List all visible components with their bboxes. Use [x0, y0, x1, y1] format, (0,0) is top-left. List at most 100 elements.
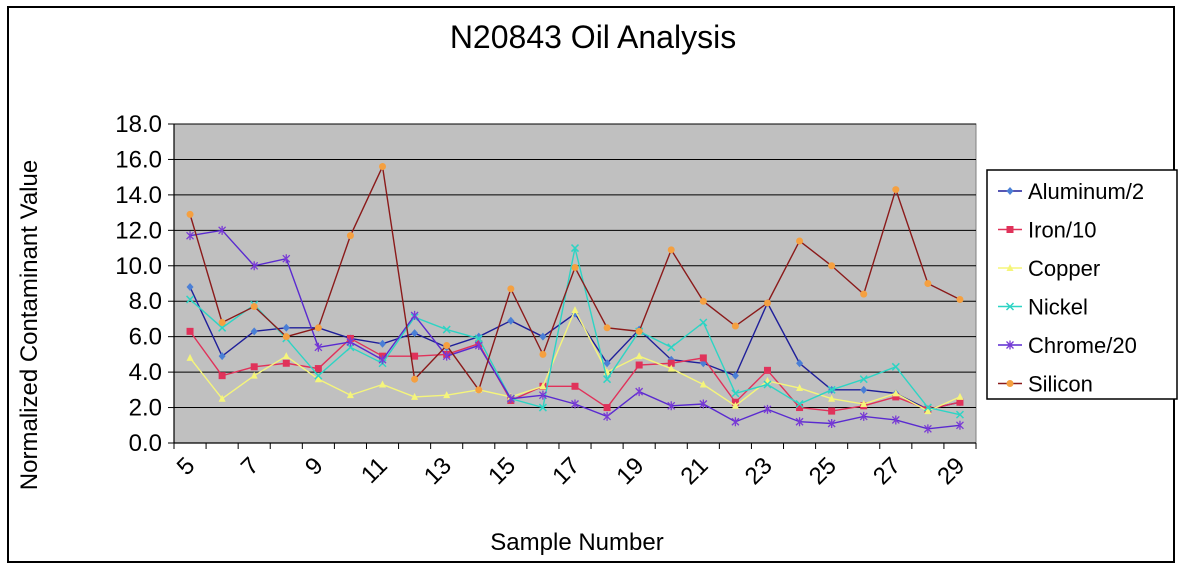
data-point: [411, 375, 419, 383]
legend-label: Chrome/20: [1028, 333, 1137, 358]
series-silicon: [186, 163, 964, 394]
data-point: [892, 393, 900, 401]
legend-marker: [1006, 226, 1014, 233]
data-point: [538, 403, 547, 412]
x-tick-label: 17: [547, 452, 585, 490]
data-point: [475, 386, 483, 394]
y-tick-label: 10.0: [115, 253, 162, 280]
legend-label: Nickel: [1028, 295, 1088, 320]
data-point: [250, 363, 258, 371]
data-point: [924, 407, 932, 415]
data-point: [346, 391, 354, 399]
x-tick-label: 5: [172, 452, 201, 481]
data-point: [796, 384, 804, 392]
data-point: [314, 365, 322, 373]
x-tick-label: 23: [740, 452, 778, 490]
data-point: [860, 400, 868, 408]
data-point: [667, 343, 676, 352]
data-point: [603, 404, 611, 412]
data-point: [411, 352, 419, 360]
data-point: [731, 417, 740, 427]
x-tick-label: 15: [483, 452, 521, 490]
data-point: [570, 244, 580, 253]
data-point: [474, 334, 483, 343]
data-point: [699, 354, 707, 362]
legend-label: Aluminum/2: [1028, 179, 1144, 204]
data-point: [699, 297, 707, 305]
data-point: [379, 380, 387, 388]
data-point: [314, 375, 322, 383]
data-point: [410, 310, 419, 320]
chart-title: N20843 Oil Analysis: [450, 19, 736, 55]
y-tick-label: 12.0: [115, 217, 162, 244]
x-tick-label: 11: [356, 452, 393, 489]
data-point: [827, 419, 836, 429]
legend-marker: [1006, 264, 1014, 271]
data-point: [635, 327, 643, 335]
y-tick-label: 0.0: [129, 430, 162, 457]
legend-label: Iron/10: [1028, 218, 1097, 243]
data-point: [571, 264, 579, 272]
x-tick-label: 13: [419, 452, 457, 490]
data-point: [314, 371, 323, 380]
data-point: [956, 420, 964, 430]
data-point: [667, 364, 675, 372]
data-point: [763, 366, 771, 374]
legend-item: Aluminum/2: [998, 179, 1144, 204]
data-point: [411, 392, 419, 400]
data-point: [603, 411, 612, 421]
series-chrome-20: [186, 225, 964, 434]
data-point: [507, 316, 515, 325]
data-point: [411, 329, 419, 338]
data-point: [635, 361, 643, 369]
data-point: [923, 424, 932, 434]
data-point: [859, 375, 868, 384]
legend-item: Iron/10: [998, 218, 1097, 243]
data-point: [539, 382, 547, 390]
data-point: [186, 210, 194, 218]
data-point: [186, 327, 194, 335]
data-point: [250, 327, 258, 336]
data-point: [442, 325, 451, 334]
x-axis: 5 7 9 11 13 15 17 19 21 23 25 27 29: [172, 442, 977, 490]
data-point: [379, 339, 387, 348]
data-point: [379, 163, 387, 171]
data-point: [218, 318, 226, 326]
legend-item: Copper: [998, 256, 1100, 281]
data-point: [443, 342, 451, 350]
data-point: [731, 401, 739, 409]
data-point: [923, 403, 932, 412]
data-point: [635, 352, 643, 360]
data-point: [795, 417, 804, 427]
y-tick-label: 14.0: [115, 182, 162, 209]
data-point: [796, 359, 804, 368]
data-point: [955, 410, 964, 419]
x-tick-label: 27: [868, 452, 906, 490]
data-point: [507, 285, 515, 293]
data-point: [860, 385, 868, 394]
legend-marker: [1006, 187, 1014, 195]
legend-marker: [1005, 302, 1015, 311]
y-tick-label: 18.0: [115, 111, 162, 138]
data-point: [186, 283, 194, 292]
data-point: [506, 394, 515, 404]
y-tick-label: 6.0: [129, 324, 162, 351]
data-point: [891, 415, 900, 425]
data-point: [796, 237, 804, 245]
series-group: [186, 163, 964, 434]
data-point: [186, 353, 194, 361]
data-point: [795, 399, 804, 409]
x-tick-label: 19: [611, 452, 649, 490]
y-tick-label: 4.0: [129, 359, 162, 386]
data-point: [956, 392, 964, 400]
data-point: [828, 407, 836, 415]
data-point: [667, 401, 676, 411]
data-point: [731, 322, 739, 330]
data-point: [667, 359, 675, 367]
data-point: [892, 389, 900, 397]
data-point: [956, 398, 964, 406]
data-point: [603, 359, 611, 368]
data-point: [828, 394, 836, 402]
data-point: [218, 323, 227, 332]
